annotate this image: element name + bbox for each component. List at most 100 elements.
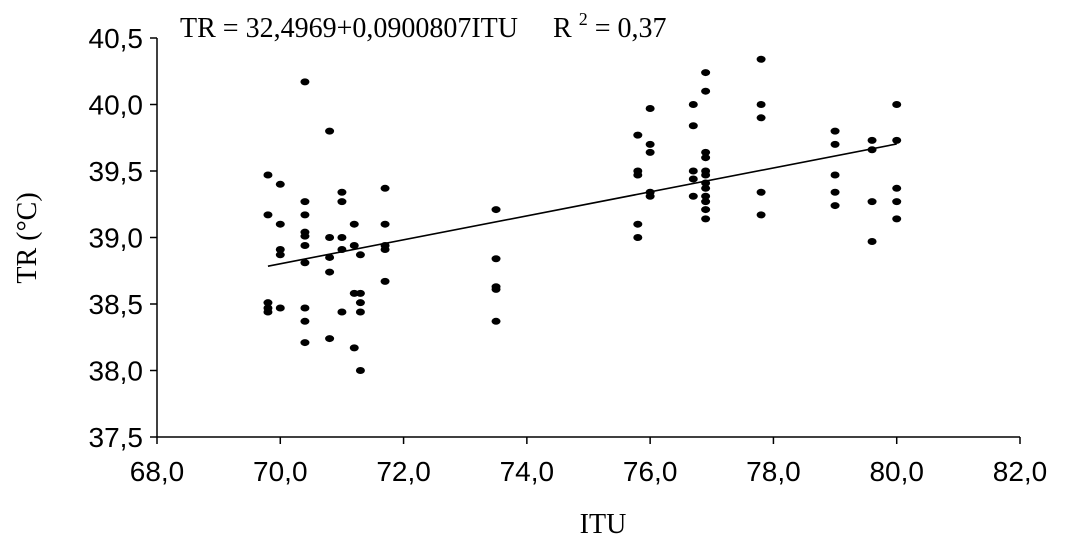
- x-tick-label: 70,0: [253, 456, 308, 487]
- y-axis-ticks: 37,5 38,0 38,5 39,0 39,5 40,0 40,5: [89, 23, 157, 453]
- data-point: [701, 148, 711, 156]
- regression-equation: TR = 32,4969+0,0900807ITU R 2 = 0,37: [180, 1, 667, 44]
- data-point: [263, 171, 273, 179]
- data-point: [275, 180, 285, 188]
- data-point: [355, 299, 365, 307]
- y-tick-label: 40,0: [89, 90, 144, 121]
- data-point: [300, 78, 310, 86]
- y-tick-label: 38,0: [89, 356, 144, 387]
- data-point: [300, 259, 310, 267]
- data-point: [830, 202, 840, 210]
- y-tick-label: 40,5: [89, 23, 144, 54]
- data-point: [633, 171, 643, 179]
- y-tick-label: 39,0: [89, 223, 144, 254]
- data-point: [701, 215, 711, 223]
- x-axis-ticks: 68,0 70,0 72,0 74,0 76,0 78,0 80,0 82,0: [130, 437, 1048, 487]
- data-point: [645, 140, 655, 148]
- data-point: [325, 253, 335, 261]
- data-point: [355, 289, 365, 297]
- data-point: [645, 104, 655, 112]
- data-point: [688, 192, 698, 200]
- data-point: [892, 198, 902, 206]
- data-point: [701, 87, 711, 95]
- data-point: [337, 234, 347, 241]
- data-point: [491, 285, 501, 293]
- data-point: [300, 317, 310, 325]
- data-point: [756, 114, 766, 122]
- data-point: [300, 232, 310, 240]
- data-point: [688, 167, 698, 175]
- data-point: [325, 335, 335, 343]
- x-tick-label: 78,0: [746, 456, 801, 487]
- data-point: [300, 211, 310, 219]
- y-tick-label: 38,5: [89, 289, 144, 320]
- data-point: [867, 198, 877, 206]
- data-point: [701, 206, 711, 214]
- data-point: [380, 277, 390, 285]
- data-point: [633, 220, 643, 228]
- data-point: [701, 192, 711, 200]
- data-point: [892, 215, 902, 223]
- x-tick-label: 82,0: [993, 456, 1048, 487]
- data-point: [300, 339, 310, 347]
- data-point: [300, 198, 310, 206]
- y-tick-label: 39,5: [89, 156, 144, 187]
- data-point: [275, 220, 285, 228]
- data-point: [263, 308, 273, 316]
- trendline-group: [267, 143, 897, 267]
- data-point: [263, 211, 273, 219]
- data-point: [830, 171, 840, 179]
- data-point: [688, 175, 698, 183]
- equation-main: TR = 32,4969+0,0900807ITU: [180, 13, 518, 44]
- data-point: [380, 220, 390, 228]
- data-point: [380, 184, 390, 192]
- data-point: [830, 188, 840, 196]
- x-tick-label: 72,0: [376, 456, 431, 487]
- data-point: [300, 304, 310, 312]
- data-point: [349, 289, 359, 297]
- data-point: [645, 148, 655, 156]
- x-axis-title: ITU: [580, 509, 627, 540]
- data-point: [337, 308, 347, 316]
- data-point: [701, 69, 711, 77]
- data-point: [349, 220, 359, 228]
- r2-superscript: 2: [579, 9, 588, 29]
- data-point: [645, 192, 655, 200]
- x-tick-label: 80,0: [869, 456, 924, 487]
- x-tick-label: 74,0: [500, 456, 555, 487]
- data-points: [263, 55, 902, 374]
- x-tick-label: 76,0: [623, 456, 678, 487]
- data-point: [275, 304, 285, 312]
- data-point: [275, 251, 285, 259]
- data-point: [830, 140, 840, 148]
- y-tick-label: 37,5: [89, 422, 144, 453]
- data-point: [688, 122, 698, 130]
- data-point: [892, 101, 902, 108]
- data-point: [380, 245, 390, 253]
- data-point: [892, 136, 902, 144]
- data-point: [263, 299, 273, 307]
- data-point: [701, 198, 711, 206]
- axes: [156, 38, 1020, 438]
- r2-label: R: [553, 13, 572, 44]
- data-point: [701, 171, 711, 179]
- data-point: [867, 237, 877, 245]
- data-point: [349, 344, 359, 352]
- data-point: [355, 308, 365, 316]
- data-point: [756, 188, 766, 196]
- data-point: [355, 367, 365, 374]
- data-point: [830, 127, 840, 135]
- data-point: [633, 131, 643, 139]
- data-point: [633, 234, 643, 241]
- data-point: [688, 101, 698, 108]
- data-point: [756, 101, 766, 108]
- data-point: [337, 188, 347, 196]
- data-point: [325, 127, 335, 135]
- trendline: [267, 143, 897, 267]
- data-point: [892, 184, 902, 192]
- data-point: [355, 251, 365, 259]
- data-point: [325, 234, 335, 241]
- r2-value: = 0,37: [595, 13, 667, 44]
- y-axis-title: TR (°C): [12, 192, 43, 283]
